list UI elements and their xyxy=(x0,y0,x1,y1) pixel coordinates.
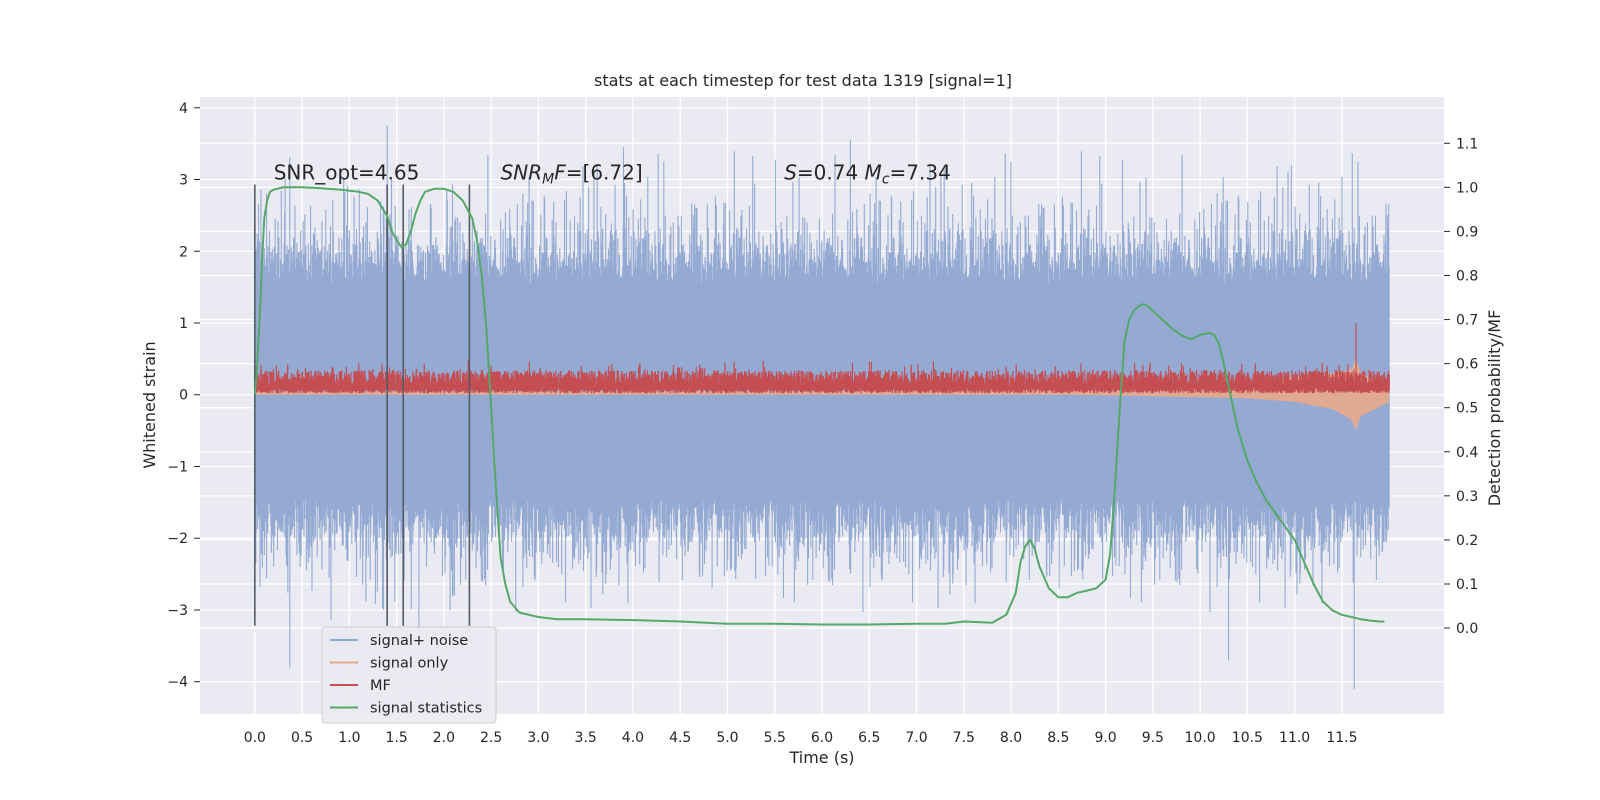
x-tick-label: 3.0 xyxy=(527,730,549,746)
y-right-tick-label: 1.1 xyxy=(1456,136,1478,152)
annotation-s-mc: S=0.74 Mc=7.34 xyxy=(784,160,951,187)
y-tick-label: −4 xyxy=(167,675,188,691)
y-right-tick-label: 0.5 xyxy=(1456,401,1478,417)
y-right-tick-label: 0.3 xyxy=(1456,489,1478,505)
x-tick-label: 4.5 xyxy=(669,730,691,746)
y-tick-label: −3 xyxy=(167,603,188,619)
annotation-snr-mf: SNRMF=[6.72] xyxy=(501,160,643,187)
y-right-tick-label: 0.0 xyxy=(1456,621,1478,637)
x-tick-label: 1.5 xyxy=(385,730,407,746)
series-signal-only-band xyxy=(254,358,1390,431)
y-right-tick-label: 0.8 xyxy=(1456,268,1478,284)
legend-entry-label: signal+ noise xyxy=(370,633,468,649)
x-tick-label: 6.5 xyxy=(858,730,880,746)
x-tick-label: 4.0 xyxy=(622,730,644,746)
annotations: SNR_opt=4.65 SNRMF=[6.72] S=0.74 Mc=7.34 xyxy=(274,160,951,187)
legend-entry-label: signal only xyxy=(370,656,449,672)
y-tick-label: −1 xyxy=(167,459,188,475)
x-tick-label: 8.0 xyxy=(1000,730,1022,746)
tick-labels: 0.0 0.5 1.0 1.5 2.0 2.5 3.0 3.5 4.0 4.5 5.0 5.5 6.0 6… xyxy=(167,101,1478,746)
vertical-markers xyxy=(254,184,471,626)
x-tick-label: 2.5 xyxy=(480,730,502,746)
y-tick-label: 1 xyxy=(179,316,188,332)
x-tick-label: 10.0 xyxy=(1185,730,1216,746)
annotation-snr-opt: SNR_opt=4.65 xyxy=(274,160,420,184)
legend-entry-label: MF xyxy=(370,678,391,694)
y-right-tick-label: 0.9 xyxy=(1456,224,1478,240)
x-tick-label: 9.0 xyxy=(1094,730,1116,746)
series-signal-only xyxy=(254,358,1390,431)
series-signal-statistics xyxy=(253,186,1385,626)
x-tick-label: 0.0 xyxy=(244,730,266,746)
y-right-tick-label: 0.2 xyxy=(1456,533,1478,549)
x-tick-label: 7.5 xyxy=(953,730,975,746)
y-right-tick-label: 0.7 xyxy=(1456,313,1478,329)
y-right-tick-label: 1.0 xyxy=(1456,180,1478,196)
x-tick-label: 8.5 xyxy=(1047,730,1069,746)
y-tick-label: −2 xyxy=(167,531,188,547)
data-layer xyxy=(253,125,1390,689)
x-axis-label: Time (s) xyxy=(788,748,854,767)
x-tick-label: 0.5 xyxy=(291,730,313,746)
chart-title: stats at each timestep for test data 131… xyxy=(594,71,1012,90)
x-tick-label: 1.0 xyxy=(338,730,360,746)
y-right-tick-label: 0.4 xyxy=(1456,445,1478,461)
y-tick-label: 4 xyxy=(179,101,188,117)
x-tick-label: 7.0 xyxy=(905,730,927,746)
x-tick-label: 5.5 xyxy=(764,730,786,746)
legend: signal+ noise signal only MF signal statist… xyxy=(321,626,497,724)
series-signal-statistics-line xyxy=(253,186,1385,626)
y-right-tick-label: 0.6 xyxy=(1456,357,1478,373)
legend-entry-label: signal statistics xyxy=(370,701,482,717)
x-tick-label: 9.5 xyxy=(1142,730,1164,746)
x-tick-label: 11.0 xyxy=(1279,730,1310,746)
x-tick-label: 2.0 xyxy=(433,730,455,746)
x-tick-label: 10.5 xyxy=(1232,730,1263,746)
y-right-tick-label: 0.1 xyxy=(1456,577,1478,593)
y-tick-label: 2 xyxy=(179,244,188,260)
y-tick-label: 3 xyxy=(179,173,188,189)
y-tick-label: 0 xyxy=(179,388,188,404)
y-axis-label: Whitened strain xyxy=(140,341,159,468)
x-tick-label: 6.0 xyxy=(811,730,833,746)
legend-box xyxy=(321,626,497,724)
y-axis-right-label: Detection probability/MF xyxy=(1485,310,1504,507)
x-tick-label: 3.5 xyxy=(575,730,597,746)
x-tick-label: 11.5 xyxy=(1326,730,1357,746)
x-tick-label: 5.0 xyxy=(716,730,738,746)
